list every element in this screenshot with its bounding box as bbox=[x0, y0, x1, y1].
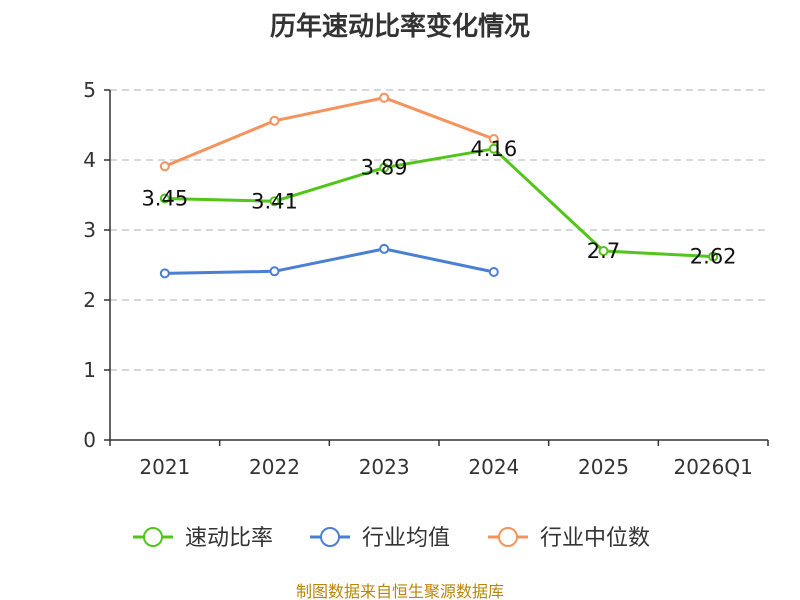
data-label: 4.16 bbox=[470, 137, 517, 161]
data-label: 2.7 bbox=[587, 239, 620, 263]
data-label: 3.41 bbox=[251, 189, 298, 213]
data-point bbox=[269, 115, 280, 126]
data-point bbox=[708, 251, 719, 262]
y-tick-label: 2 bbox=[83, 288, 96, 312]
chart-title: 历年速动比率变化情况 bbox=[269, 12, 530, 42]
y-tick-label: 0 bbox=[83, 428, 96, 452]
legend-swatch-marker bbox=[320, 527, 340, 547]
x-tick-label: 2025 bbox=[578, 455, 629, 479]
x-tick-label: 2022 bbox=[249, 455, 300, 479]
data-point bbox=[488, 134, 499, 144]
data-label: 3.89 bbox=[361, 156, 408, 180]
x-tick-label: 2026Q1 bbox=[673, 455, 752, 479]
legend-swatch-marker bbox=[143, 527, 163, 547]
legend-label: 行业均值 bbox=[362, 526, 450, 551]
data-point bbox=[159, 268, 170, 279]
data-point bbox=[379, 243, 390, 254]
series-line-2 bbox=[164, 96, 495, 168]
legend-swatch-marker bbox=[498, 527, 518, 547]
legend-label: 行业中位数 bbox=[540, 526, 650, 551]
x-tick-label: 2023 bbox=[359, 455, 410, 479]
source-note: 制图数据来自恒生聚源数据库 bbox=[295, 582, 504, 600]
y-tick-label: 1 bbox=[83, 358, 96, 382]
data-point bbox=[269, 196, 280, 207]
data-point bbox=[379, 92, 390, 103]
y-tick-label: 5 bbox=[83, 78, 96, 102]
data-label: 2.62 bbox=[690, 245, 737, 269]
data-point bbox=[598, 246, 609, 256]
legend-label: 速动比率 bbox=[185, 526, 273, 551]
series-line-1 bbox=[164, 247, 495, 275]
data-point bbox=[269, 266, 280, 277]
data-point bbox=[488, 267, 499, 277]
data-point bbox=[159, 161, 170, 172]
y-tick-label: 4 bbox=[83, 148, 96, 172]
data-point bbox=[379, 162, 390, 173]
x-tick-label: 2021 bbox=[139, 455, 190, 479]
x-tick-label: 2024 bbox=[468, 455, 519, 479]
data-point bbox=[159, 193, 170, 204]
data-label: 3.45 bbox=[141, 187, 188, 211]
data-point bbox=[488, 143, 499, 154]
series-line-0 bbox=[164, 147, 714, 259]
y-tick-label: 3 bbox=[83, 218, 96, 242]
